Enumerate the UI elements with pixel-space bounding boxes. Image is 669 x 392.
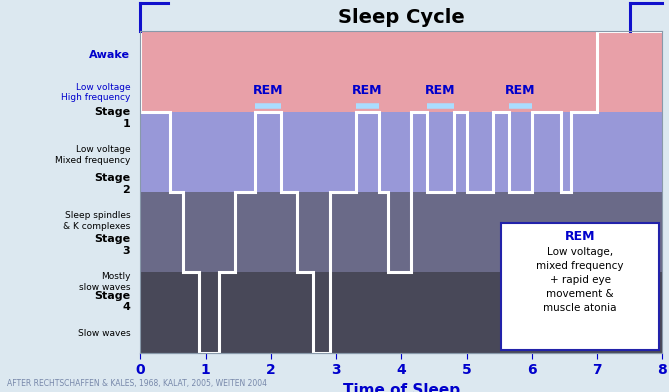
Text: Stage
2: Stage 2 bbox=[94, 173, 130, 195]
Text: Low voltage
Mixed frequency: Low voltage Mixed frequency bbox=[55, 145, 130, 165]
Text: Slow waves: Slow waves bbox=[78, 328, 130, 338]
Text: Sleep spindles
& K complexes: Sleep spindles & K complexes bbox=[63, 211, 130, 231]
Bar bbox=[140, 112, 662, 192]
Text: Stage
3: Stage 3 bbox=[94, 234, 130, 256]
Text: Low voltage,
mixed frequency
+ rapid eye
movement &
muscle atonia: Low voltage, mixed frequency + rapid eye… bbox=[537, 247, 624, 313]
Text: Mostly
slow waves: Mostly slow waves bbox=[79, 272, 130, 292]
Text: REM: REM bbox=[565, 230, 595, 243]
Bar bbox=[140, 31, 662, 112]
Text: Awake: Awake bbox=[89, 51, 130, 60]
Text: Stage
1: Stage 1 bbox=[94, 107, 130, 129]
Bar bbox=[140, 272, 662, 353]
X-axis label: Time of Sleep: Time of Sleep bbox=[343, 383, 460, 392]
Text: REM: REM bbox=[252, 84, 283, 97]
Text: REM: REM bbox=[352, 84, 383, 97]
Text: REM: REM bbox=[505, 84, 536, 97]
FancyBboxPatch shape bbox=[501, 223, 659, 350]
Title: Sleep Cycle: Sleep Cycle bbox=[338, 8, 465, 27]
Text: Low voltage
High frequency: Low voltage High frequency bbox=[61, 83, 130, 102]
Text: REM: REM bbox=[425, 84, 456, 97]
Text: AFTER RECHTSCHAFFEN & KALES, 1968, KALAT, 2005, WEITEN 2004: AFTER RECHTSCHAFFEN & KALES, 1968, KALAT… bbox=[7, 379, 267, 388]
Text: Stage
4: Stage 4 bbox=[94, 290, 130, 312]
Bar bbox=[140, 192, 662, 272]
